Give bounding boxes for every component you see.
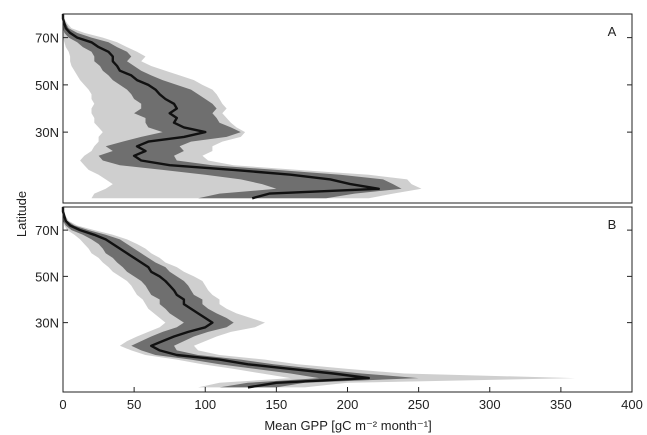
panel-b: 30N 50N 70N B 0 50 100 150 200 250 300 350 400 bbox=[35, 206, 643, 412]
inner-range-band bbox=[63, 14, 402, 199]
x-axis-title: Mean GPP [gC m⁻² month⁻¹] bbox=[264, 418, 431, 433]
panel-letter: A bbox=[608, 24, 617, 39]
x-tick-label: 200 bbox=[337, 397, 359, 412]
plot-frame bbox=[62, 13, 633, 204]
y-tick-label: 30N bbox=[35, 125, 59, 140]
x-tick-label: 350 bbox=[550, 397, 572, 412]
x-tick-label: 250 bbox=[408, 397, 430, 412]
panel-letter: B bbox=[608, 217, 617, 232]
x-tick-label: 50 bbox=[127, 397, 141, 412]
y-axis-title: Latitude bbox=[14, 191, 29, 237]
y-tick-label: 70N bbox=[35, 31, 59, 46]
x-tick-label: 300 bbox=[479, 397, 501, 412]
y-tick-label: 70N bbox=[35, 223, 59, 238]
x-tick-label: 100 bbox=[194, 397, 216, 412]
mean-gpp-line bbox=[61, 207, 370, 389]
y-tick-label: 50N bbox=[35, 269, 59, 284]
panel-a: 30N 50N 70N A bbox=[35, 13, 633, 204]
outer-range-band bbox=[63, 207, 576, 388]
x-tick-label: 400 bbox=[621, 397, 643, 412]
x-tick-label: 0 bbox=[59, 397, 66, 412]
mean-gpp-line bbox=[61, 14, 380, 200]
x-tick-label: 150 bbox=[266, 397, 288, 412]
inner-range-band bbox=[63, 207, 419, 388]
y-tick-label: 50N bbox=[35, 78, 59, 93]
y-tick-label: 30N bbox=[35, 316, 59, 331]
